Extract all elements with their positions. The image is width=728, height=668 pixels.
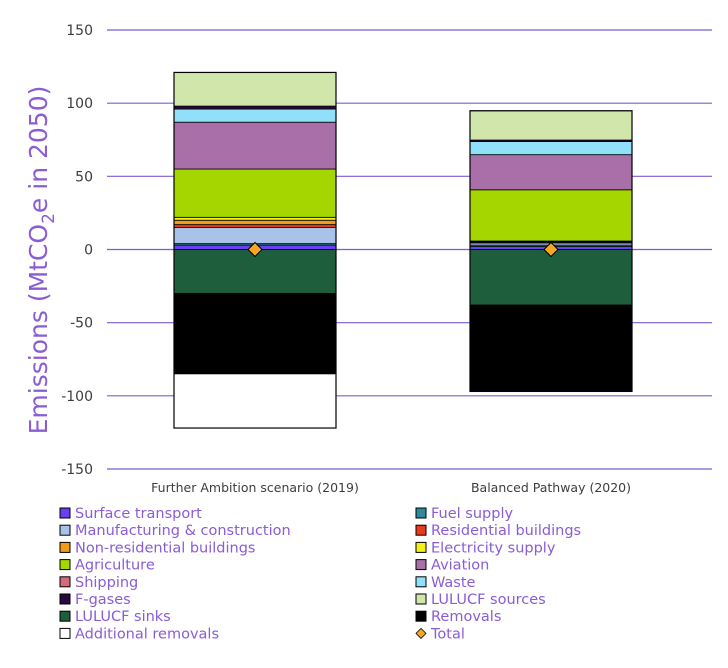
- bar-segment: [173, 72, 337, 107]
- y-tick-label: 50: [75, 169, 93, 185]
- bar-segment: [173, 168, 337, 218]
- bar-segment: [173, 108, 337, 123]
- legend-label: Removals: [431, 609, 501, 625]
- legend-label: Total: [430, 626, 465, 642]
- y-tick-label: -150: [61, 462, 93, 478]
- bar-segment: [173, 216, 337, 221]
- legend-label: Waste: [431, 575, 476, 591]
- bar-segment: [469, 304, 633, 392]
- legend-swatch: [415, 507, 427, 519]
- total-marker: [247, 241, 263, 258]
- y-axis-label: Emissions (MtCO2e in 2050): [24, 86, 59, 435]
- bar-segment: [173, 227, 337, 245]
- legend-swatch: [415, 541, 427, 553]
- legend-swatch: [59, 610, 71, 622]
- y-axis-ticks: 150 100 50 0 -50 -100 -150: [61, 23, 93, 478]
- y-tick-label: -50: [70, 316, 93, 332]
- y-axis-label-suffix: e in 2050): [24, 86, 53, 213]
- bar-segment: [173, 292, 337, 375]
- legend-swatch: [415, 576, 427, 588]
- total-markers: [247, 241, 559, 258]
- legend-label: Additional removals: [75, 626, 219, 642]
- bar-segment: [469, 154, 633, 191]
- bar-segment: [173, 373, 337, 429]
- legend-label: Electricity supply: [431, 540, 556, 556]
- x-axis-categories: Further Ambition scenario (2019) Balanced…: [151, 480, 631, 495]
- legend-swatch: [59, 559, 71, 571]
- bar-segment: [173, 219, 337, 226]
- legend-label: LULUCF sources: [431, 592, 546, 608]
- y-axis-label-subscript: 2: [39, 213, 59, 224]
- y-tick-label: 100: [66, 96, 93, 112]
- legend-swatch: [59, 541, 71, 553]
- y-axis-label-prefix: Emissions (MtCO: [24, 224, 53, 434]
- legend-label: Manufacturing & construction: [75, 523, 291, 539]
- legend-label: F-gases: [75, 592, 131, 608]
- legend-label: Agriculture: [75, 558, 155, 574]
- bar-outline: [469, 110, 633, 393]
- y-tick-label: 150: [66, 23, 93, 39]
- legend-label: Surface transport: [75, 506, 202, 522]
- y-tick-label: 0: [84, 243, 93, 259]
- category-label: Further Ambition scenario (2019): [151, 480, 359, 495]
- total-marker: [543, 241, 559, 258]
- legend-label: LULUCF sinks: [75, 609, 171, 625]
- y-tick-label: -100: [61, 389, 93, 405]
- legend-swatch: [59, 627, 71, 639]
- legend-swatch: [415, 627, 427, 639]
- bar-segment: [173, 105, 337, 110]
- category-label: Balanced Pathway (2020): [471, 480, 631, 495]
- legend: Surface transport Fuel supply Manufacturin…: [59, 506, 581, 642]
- bar-segment: [469, 249, 633, 306]
- legend-swatch: [59, 507, 71, 519]
- legend-label: Shipping: [75, 575, 138, 591]
- legend-label: Residential buildings: [431, 523, 581, 539]
- legend-swatch: [59, 524, 71, 536]
- bar-segment: [173, 121, 337, 170]
- legend-swatch: [415, 524, 427, 536]
- bar-segment: [469, 110, 633, 141]
- legend-label: Aviation: [431, 558, 489, 574]
- legend-swatch: [415, 610, 427, 622]
- legend-swatch: [59, 593, 71, 605]
- bar-segment: [469, 189, 633, 242]
- legend-swatch: [415, 593, 427, 605]
- legend-label: Fuel supply: [431, 506, 513, 522]
- legend-swatch: [415, 559, 427, 571]
- bar-outline: [173, 71, 337, 429]
- legend-swatch: [59, 576, 71, 588]
- legend-label: Non-residential buildings: [75, 540, 255, 556]
- bar-segment: [469, 141, 633, 156]
- bars: [173, 71, 633, 429]
- bar-segment: [173, 224, 337, 228]
